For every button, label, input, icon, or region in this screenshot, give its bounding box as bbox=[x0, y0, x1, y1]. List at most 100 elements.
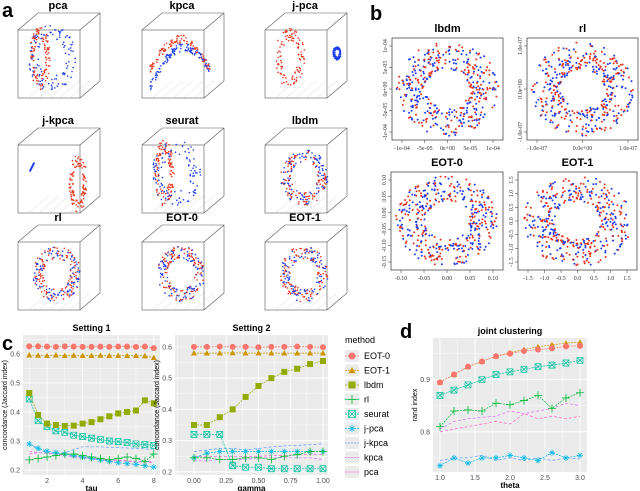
cell-point bbox=[287, 83, 289, 86]
cell-point bbox=[194, 290, 197, 293]
cell-point bbox=[183, 292, 186, 295]
cell-point bbox=[432, 246, 435, 249]
cell-point bbox=[47, 254, 50, 256]
cell-point bbox=[155, 159, 158, 161]
cell-point bbox=[409, 83, 412, 86]
series-line bbox=[439, 360, 581, 396]
cell-point bbox=[484, 220, 486, 223]
cell-point bbox=[66, 34, 68, 37]
cell-point bbox=[69, 187, 71, 189]
cell-point bbox=[456, 181, 459, 183]
cell-point bbox=[536, 241, 539, 244]
cell-point bbox=[550, 188, 553, 191]
x-tick-label: 0.0 bbox=[574, 276, 582, 282]
cell-point bbox=[173, 49, 176, 52]
cell-point bbox=[556, 126, 559, 129]
cell-point bbox=[454, 68, 457, 71]
cell-point bbox=[566, 240, 569, 243]
cell-point bbox=[551, 114, 554, 117]
cell-point bbox=[174, 190, 176, 193]
cell-point bbox=[568, 125, 571, 128]
cell-point bbox=[44, 80, 47, 82]
cell-point bbox=[404, 245, 407, 248]
cell-point bbox=[616, 117, 619, 120]
cell-point bbox=[541, 244, 544, 247]
point-marker bbox=[150, 345, 157, 352]
point-marker bbox=[132, 343, 139, 350]
cell-point bbox=[424, 233, 427, 236]
cell-point bbox=[408, 199, 411, 202]
cell-point bbox=[418, 245, 421, 248]
cell-point bbox=[156, 157, 158, 160]
cell-point bbox=[627, 103, 629, 106]
cell-point bbox=[196, 46, 198, 49]
cell-point bbox=[598, 117, 600, 119]
cell-point bbox=[66, 255, 69, 257]
cell-point bbox=[287, 184, 290, 187]
cell-point bbox=[296, 69, 299, 71]
cell-point bbox=[542, 229, 545, 232]
cell-point bbox=[405, 201, 408, 204]
cell-point bbox=[39, 273, 42, 275]
cell-point bbox=[76, 270, 79, 273]
cell-point bbox=[434, 176, 437, 179]
cell-point bbox=[53, 78, 56, 80]
cell-point bbox=[620, 204, 623, 207]
cell-point bbox=[471, 234, 474, 237]
cell-point bbox=[627, 105, 630, 108]
cell-point bbox=[439, 175, 442, 178]
cell-point bbox=[64, 287, 67, 289]
cell-point bbox=[31, 45, 33, 48]
series-lbdm bbox=[26, 390, 157, 429]
cell-point bbox=[281, 41, 283, 43]
cell-point bbox=[297, 53, 300, 56]
cell-point bbox=[612, 213, 615, 216]
cell-point bbox=[153, 166, 155, 169]
point-marker bbox=[97, 343, 104, 350]
cell-point bbox=[594, 59, 597, 62]
cell-point bbox=[292, 37, 295, 39]
cell-point bbox=[417, 100, 419, 103]
cell-point bbox=[289, 177, 292, 180]
cell-point bbox=[491, 206, 494, 209]
floor-grid-line bbox=[28, 292, 49, 311]
cell-point bbox=[192, 194, 195, 196]
floor-grid-line bbox=[48, 195, 70, 214]
cell-point bbox=[287, 194, 289, 196]
embedding-3d-lbdm: lbdm bbox=[264, 115, 348, 214]
cell-point bbox=[79, 162, 81, 165]
cell-point bbox=[474, 211, 476, 214]
cell-point bbox=[479, 77, 482, 80]
series-line bbox=[194, 457, 324, 462]
cell-point bbox=[595, 70, 598, 73]
cell-point bbox=[529, 233, 532, 236]
cell-point bbox=[450, 175, 453, 178]
x-tick-label: -0.5 bbox=[556, 276, 566, 282]
cell-point bbox=[492, 71, 494, 74]
cell-point bbox=[67, 294, 69, 296]
cell-point bbox=[165, 286, 168, 289]
cell-point bbox=[332, 49, 335, 52]
point-marker bbox=[124, 343, 131, 350]
cell-point bbox=[318, 285, 321, 287]
cell-point bbox=[285, 264, 287, 267]
cell-point bbox=[413, 231, 416, 234]
cell-point bbox=[295, 194, 297, 197]
cell-point bbox=[192, 167, 194, 169]
cell-point bbox=[321, 174, 323, 177]
cell-point bbox=[587, 180, 590, 182]
cell-point bbox=[454, 195, 457, 198]
cell-point bbox=[427, 209, 430, 212]
cell-point bbox=[592, 68, 595, 71]
point-marker bbox=[44, 352, 51, 359]
series-line bbox=[439, 402, 581, 430]
cell-point bbox=[480, 93, 483, 96]
cell-point bbox=[554, 112, 557, 115]
cell-point bbox=[300, 51, 302, 53]
point-marker bbox=[535, 457, 541, 464]
cell-point bbox=[473, 183, 476, 186]
point-marker bbox=[97, 416, 104, 423]
cell-point bbox=[460, 122, 463, 125]
cell-point bbox=[421, 209, 424, 212]
cell-point bbox=[404, 213, 407, 216]
